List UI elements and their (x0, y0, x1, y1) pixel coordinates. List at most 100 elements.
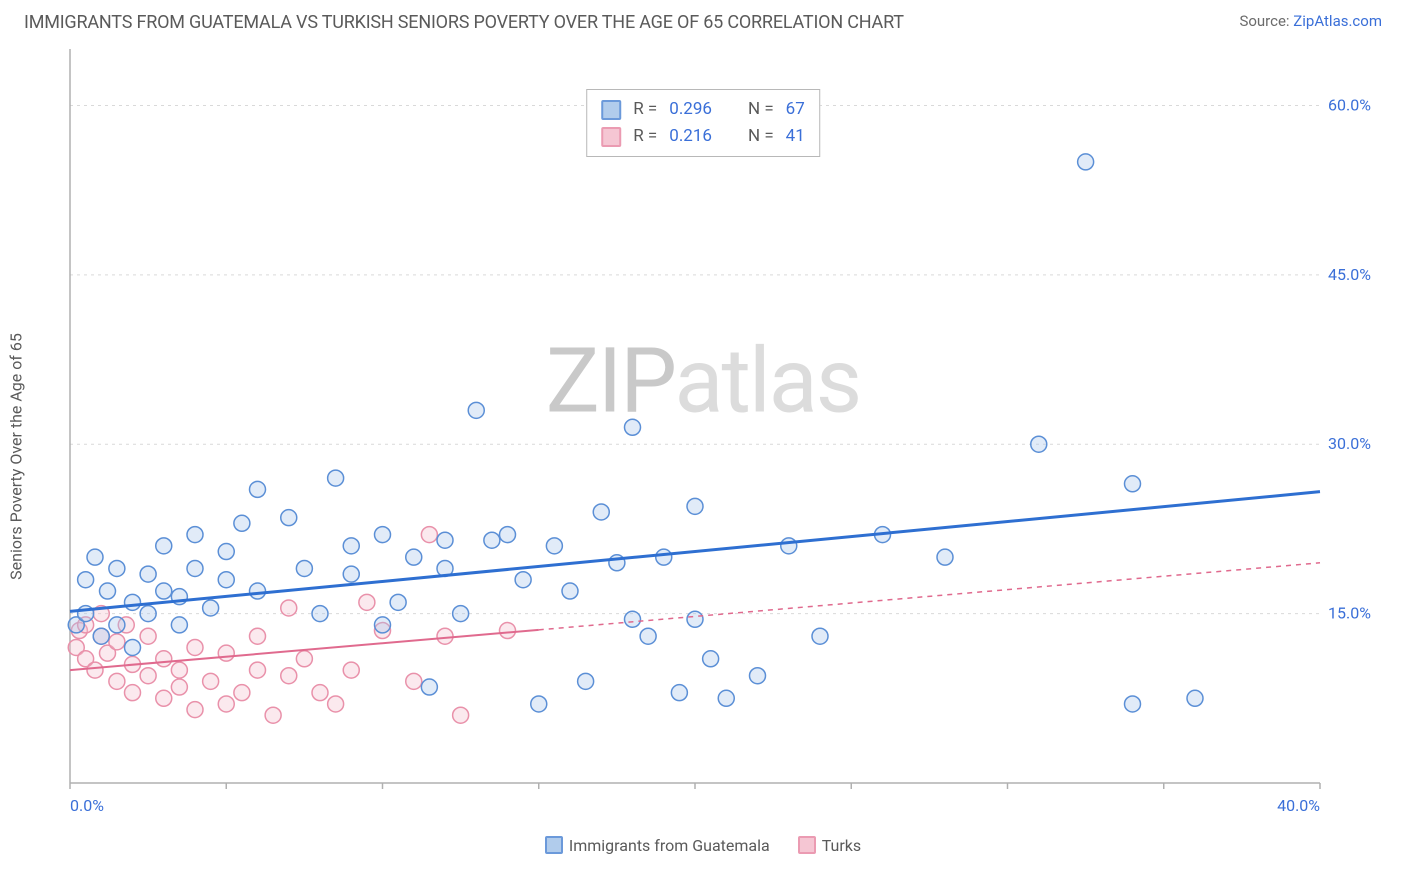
point-guatemala (640, 628, 656, 644)
point-turks (265, 707, 281, 723)
legend-R-value: 0.216 (669, 123, 712, 150)
header-row: IMMIGRANTS FROM GUATEMALA VS TURKISH SEN… (24, 12, 1382, 33)
point-guatemala (687, 611, 703, 627)
point-turks (156, 690, 172, 706)
point-turks (328, 696, 344, 712)
point-guatemala (1187, 690, 1203, 706)
point-turks (406, 673, 422, 689)
point-guatemala (234, 515, 250, 531)
y-axis-label: Seniors Poverty Over the Age of 65 (7, 333, 26, 580)
correlation-legend: R = 0.296 N = 67R = 0.216 N = 41 (586, 89, 820, 157)
point-guatemala (343, 566, 359, 582)
legend-N-value: 67 (786, 96, 805, 123)
point-guatemala (375, 527, 391, 543)
plot-area: Seniors Poverty Over the Age of 65 0.0%4… (24, 37, 1382, 857)
point-guatemala (312, 606, 328, 622)
y-tick-label: 45.0% (1328, 265, 1371, 284)
series-legend: Immigrants from Guatemala Turks (24, 836, 1382, 855)
point-guatemala (671, 685, 687, 701)
point-guatemala (281, 510, 297, 526)
legend-N-label: N = (748, 123, 774, 150)
legend-label: Immigrants from Guatemala (569, 836, 770, 855)
point-guatemala (250, 583, 266, 599)
point-guatemala (1078, 154, 1094, 170)
legend-swatch (798, 836, 816, 854)
point-guatemala (156, 583, 172, 599)
point-guatemala (100, 583, 116, 599)
point-turks (437, 628, 453, 644)
legend-stat-row: R = 0.296 N = 67 (601, 96, 805, 123)
legend-item: Immigrants from Guatemala (545, 836, 770, 855)
y-tick-label: 15.0% (1328, 604, 1371, 623)
point-turks (359, 594, 375, 610)
point-turks (109, 673, 125, 689)
point-guatemala (593, 504, 609, 520)
point-guatemala (468, 402, 484, 418)
source-link[interactable]: ZipAtlas.com (1293, 12, 1382, 30)
point-turks (171, 662, 187, 678)
point-turks (421, 527, 437, 543)
point-guatemala (109, 617, 125, 633)
source-text: Source: ZipAtlas.com (1239, 12, 1382, 30)
point-guatemala (515, 572, 531, 588)
legend-N-label: N = (748, 96, 774, 123)
point-guatemala (109, 560, 125, 576)
point-guatemala (125, 639, 141, 655)
trendline-dashed (539, 563, 1320, 630)
point-guatemala (578, 673, 594, 689)
point-turks (218, 645, 234, 661)
point-guatemala (78, 572, 94, 588)
point-turks (109, 634, 125, 650)
y-tick-label: 30.0% (1328, 434, 1371, 453)
point-guatemala (390, 594, 406, 610)
point-guatemala (656, 549, 672, 565)
point-guatemala (500, 527, 516, 543)
point-guatemala (1125, 476, 1141, 492)
point-guatemala (625, 419, 641, 435)
point-guatemala (87, 549, 103, 565)
point-guatemala (375, 617, 391, 633)
legend-R-value: 0.296 (669, 96, 712, 123)
point-guatemala (531, 696, 547, 712)
legend-swatch (601, 100, 621, 120)
point-turks (125, 685, 141, 701)
point-guatemala (187, 560, 203, 576)
point-guatemala (156, 538, 172, 554)
legend-N-value: 41 (786, 123, 805, 150)
legend-R-label: R = (633, 96, 657, 123)
point-guatemala (718, 690, 734, 706)
point-turks (343, 662, 359, 678)
legend-label: Turks (822, 836, 861, 855)
point-guatemala (687, 498, 703, 514)
point-guatemala (171, 617, 187, 633)
point-turks (218, 696, 234, 712)
point-turks (140, 628, 156, 644)
point-turks (171, 679, 187, 695)
point-guatemala (937, 549, 953, 565)
point-guatemala (546, 538, 562, 554)
point-guatemala (421, 679, 437, 695)
point-guatemala (812, 628, 828, 644)
point-turks (87, 662, 103, 678)
point-guatemala (562, 583, 578, 599)
point-guatemala (187, 527, 203, 543)
legend-swatch (601, 127, 621, 147)
point-turks (250, 662, 266, 678)
chart-container: IMMIGRANTS FROM GUATEMALA VS TURKISH SEN… (0, 0, 1406, 892)
point-turks (312, 685, 328, 701)
point-turks (203, 673, 219, 689)
point-guatemala (750, 668, 766, 684)
point-guatemala (625, 611, 641, 627)
point-turks (156, 651, 172, 667)
point-guatemala (703, 651, 719, 667)
point-guatemala (125, 594, 141, 610)
point-turks (296, 651, 312, 667)
point-turks (281, 668, 297, 684)
point-guatemala (437, 532, 453, 548)
y-tick-label: 60.0% (1328, 95, 1371, 114)
legend-item: Turks (798, 836, 861, 855)
point-guatemala (203, 600, 219, 616)
point-turks (250, 628, 266, 644)
chart-title: IMMIGRANTS FROM GUATEMALA VS TURKISH SEN… (24, 12, 904, 33)
source-prefix: Source: (1239, 12, 1293, 30)
